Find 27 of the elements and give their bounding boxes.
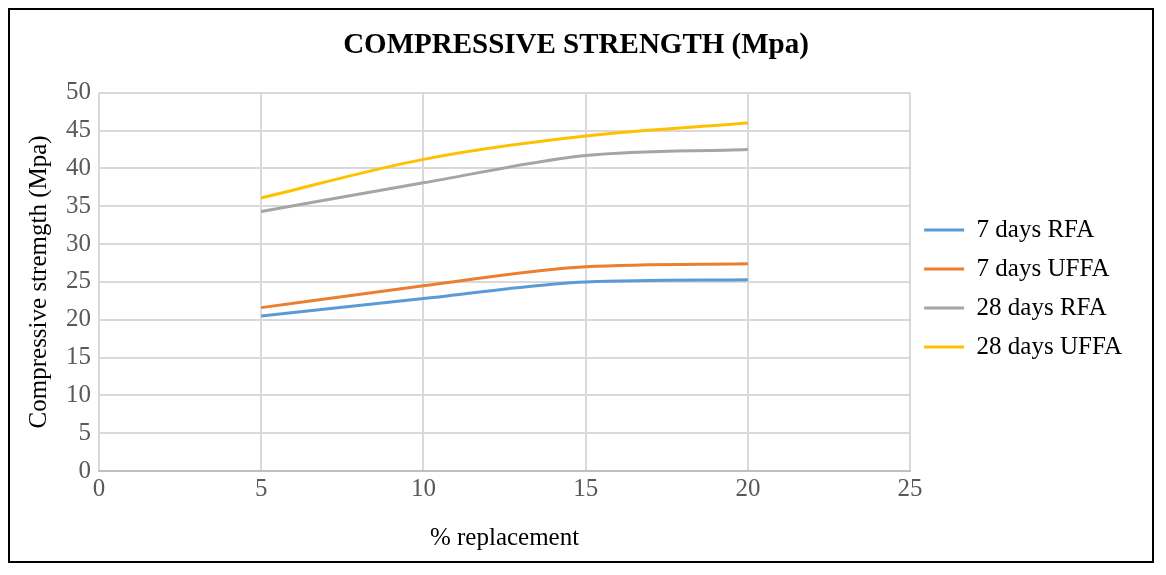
line-series <box>259 148 750 214</box>
y-tick-label: 30 <box>66 228 91 256</box>
x-tick-label: 25 <box>897 473 923 501</box>
y-tick-label: 15 <box>66 342 91 370</box>
x-axis-title: % replacement <box>429 522 580 550</box>
x-tick-label: 20 <box>735 473 761 501</box>
y-tick-label: 40 <box>66 153 91 180</box>
y-tick-label: 5 <box>78 417 91 445</box>
legend-label: 28 days UFFA <box>976 331 1122 359</box>
y-axis-title: Compressive stremgth (Mpa) <box>23 135 52 429</box>
y-tick-label: 0 <box>78 455 91 483</box>
legend-label: 7 days UFFA <box>976 253 1110 281</box>
x-tick-label: 10 <box>410 473 436 501</box>
y-tick-label: 35 <box>66 190 91 218</box>
x-tick-label: 5 <box>254 473 268 501</box>
legend-label: 28 days RFA <box>976 292 1107 320</box>
legend-label: 7 days RFA <box>976 214 1095 242</box>
y-tick-label: 50 <box>66 77 91 105</box>
chart-title: COMPRESSIVE STRENGTH (Mpa) <box>343 26 809 60</box>
y-tick-label: 25 <box>66 266 91 294</box>
y-tick-label: 20 <box>66 304 91 332</box>
y-tick-label: 10 <box>66 379 91 407</box>
y-tick-label: 45 <box>66 115 91 143</box>
x-tick-label: 15 <box>573 473 599 501</box>
line-series <box>259 262 750 310</box>
line-series <box>259 278 750 318</box>
line-series <box>259 121 750 200</box>
